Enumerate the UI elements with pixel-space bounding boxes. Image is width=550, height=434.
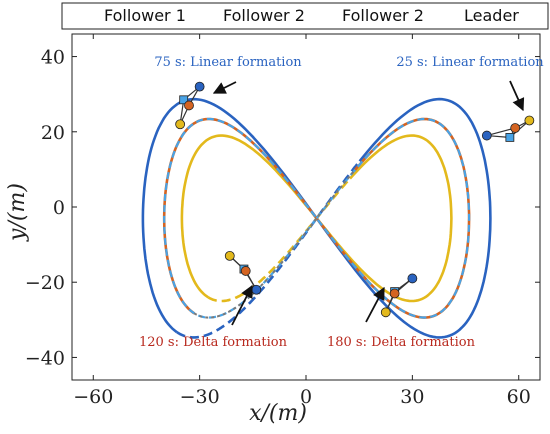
- series-line-leader: [163, 117, 471, 319]
- leader-marker: [179, 95, 189, 105]
- legend-label-leader: Leader: [464, 6, 519, 25]
- follower-2-red-marker: [240, 266, 251, 276]
- x-tick-label: 60: [507, 386, 531, 408]
- follower-2-yellow-marker: [380, 307, 391, 318]
- y-axis-label: y/(m): [5, 183, 30, 242]
- legend-box: [61, 2, 549, 30]
- x-tick-label: −30: [180, 386, 220, 408]
- follower-2-yellow-marker: [175, 119, 186, 130]
- annotation-label: 120 s: Delta formation: [139, 335, 288, 350]
- y-tick-label: 20: [41, 122, 65, 144]
- y-tick-label: −40: [25, 347, 65, 369]
- follower-1-marker: [481, 130, 492, 141]
- series-line-follower-2-yellow: [180, 134, 453, 303]
- x-axis-label: x/(m): [249, 401, 307, 426]
- legend-label-follower-2-yellow: Follower 2: [342, 6, 424, 25]
- annotation-arrow: [212, 81, 237, 94]
- follower-1-marker: [194, 81, 205, 92]
- follower-1-marker: [251, 284, 262, 295]
- series-line-follower-1-dashed: [176, 161, 361, 339]
- annotation-label: 180 s: Delta formation: [327, 335, 476, 350]
- follower-2-yellow-marker: [524, 115, 535, 126]
- follower-2-red-marker: [389, 288, 400, 299]
- legend-label-follower-1: Follower 1: [104, 6, 186, 25]
- x-tick-label: 0: [300, 386, 312, 408]
- annotation-label: 25 s: Linear formation: [396, 55, 544, 70]
- series-line-follower-2-yellow-dashed: [207, 178, 351, 303]
- follower-2-red-marker: [184, 100, 194, 111]
- y-tick-label: 0: [53, 197, 65, 219]
- y-tick-label: 40: [41, 47, 65, 69]
- leader-marker: [505, 133, 515, 142]
- x-tick-label: −60: [73, 386, 113, 408]
- legend-label-follower-2-red: Follower 2: [223, 6, 305, 25]
- y-tick-label: −20: [25, 272, 65, 294]
- series-line-gray-overlay: [193, 170, 355, 319]
- annotation-arrow: [509, 80, 525, 112]
- x-tick-label: 30: [400, 386, 424, 408]
- follower-2-red-marker: [510, 123, 521, 133]
- plot-area: −60 −30 0 30 60 −40 −20 0 20 40 75 s: Linear forma…: [25, 33, 544, 408]
- annotation-arrow: [231, 284, 253, 326]
- legend: Follower 1 Follower 2 Follower 2 Leader: [61, 2, 549, 30]
- annotation-label: 75 s: Linear formation: [154, 55, 302, 70]
- follower-2-yellow-marker: [224, 250, 235, 261]
- annotation-arrow: [365, 286, 385, 323]
- follower-1-marker: [407, 273, 418, 284]
